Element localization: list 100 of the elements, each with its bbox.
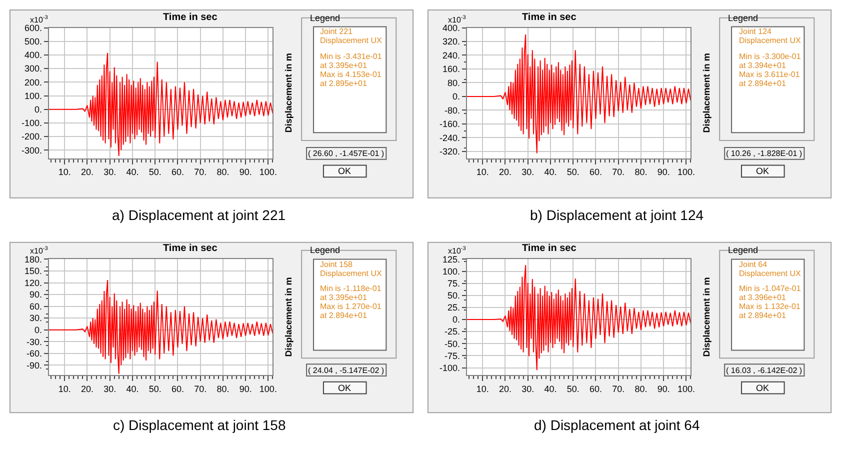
- x-tick-label: 90.: [657, 167, 670, 178]
- y-tick-label: 75.: [447, 278, 460, 288]
- x-tick-label: 80.: [634, 384, 648, 394]
- x-tick-label: 70.: [194, 167, 207, 178]
- y-tick-label: 100.: [24, 90, 42, 101]
- y-tick-label: -80.: [444, 105, 460, 116]
- y-tick-label: -300.: [21, 145, 42, 156]
- y-tick-label: 125.: [442, 254, 460, 264]
- text: Joint 158: [320, 260, 354, 269]
- x-tick-label: 20.: [498, 167, 512, 178]
- x-tick-label: 50.: [148, 167, 162, 178]
- y-tick-label: 200.: [24, 77, 42, 88]
- text: at 2.894e+01: [739, 79, 786, 88]
- text: d) Displacement at joint 64: [534, 417, 700, 433]
- text: OK: [756, 383, 770, 393]
- text: Displacement UX: [739, 269, 802, 278]
- text: at 2.894e+01: [739, 311, 786, 320]
- text: Displacement UX: [320, 269, 382, 278]
- text: c) Displacement at joint 158: [113, 417, 286, 433]
- x-tick-label: 100.: [259, 384, 277, 394]
- text: Max is 1.270e-01: [320, 302, 382, 311]
- y-tick-label: -25.: [444, 326, 460, 337]
- y-tick-label: -60.: [26, 348, 42, 359]
- text: Legend: [728, 245, 758, 255]
- x-tick-label: 100.: [677, 384, 695, 394]
- x-tick-label: 10.: [58, 167, 71, 178]
- y-tick-label: 60.: [29, 301, 42, 312]
- text: at 3.396e+01: [739, 293, 786, 302]
- y-tick-label: 0.: [34, 325, 42, 336]
- x-tick-label: 10.: [476, 384, 489, 394]
- text: OK: [338, 166, 352, 176]
- x-tick-label: 40.: [544, 384, 557, 394]
- y-tick-label: 240.: [442, 50, 460, 60]
- text: OK: [756, 166, 770, 176]
- text: a) Displacement at joint 221: [112, 207, 286, 223]
- text: Displacement UX: [320, 36, 382, 45]
- x-tick-label: 60.: [589, 167, 602, 178]
- text: at 2.895e+01: [320, 79, 368, 88]
- x-tick-label: 80.: [634, 167, 648, 178]
- x-tick-label: 50.: [566, 167, 580, 178]
- line-series: [466, 34, 691, 154]
- y-tick-label: 400.: [24, 50, 42, 60]
- text: b) Displacement at joint 124: [530, 207, 704, 223]
- x-axis-title: Time in sec: [163, 12, 218, 23]
- y-tick-label: 300.: [24, 64, 42, 74]
- x-tick-label: 30.: [522, 167, 534, 178]
- x-tick-label: 40.: [544, 167, 557, 178]
- y-tick-label: 30.: [29, 313, 42, 324]
- y-tick-label: -200.: [21, 132, 42, 142]
- y-tick-label: -75.: [444, 350, 460, 361]
- x-tick-label: 50.: [566, 384, 580, 394]
- y-tick-label: -30.: [26, 336, 42, 347]
- y-tick-label: 0.: [452, 92, 460, 102]
- x-tick-label: 90.: [239, 384, 252, 394]
- text: x10$^{-3}$: [30, 15, 48, 24]
- text: x10$^{-3}$: [448, 246, 466, 256]
- y-tick-label: 100.: [442, 266, 460, 276]
- text: x10$^{-3}$: [448, 15, 466, 24]
- x-tick-label: 40.: [126, 167, 139, 178]
- text: ( 10.26 , -1.828E-01 ): [726, 149, 802, 158]
- x-axis-title: Time in sec: [522, 243, 577, 254]
- y-tick-label: -50.: [444, 338, 460, 349]
- y-tick-label: 80.: [447, 78, 460, 88]
- y-axis-title: Displacement in m: [284, 277, 294, 357]
- text: at 2.894e+01: [320, 311, 368, 320]
- y-tick-label: -240.: [439, 132, 460, 143]
- text: at 3.395e+01: [320, 293, 368, 302]
- y-tick-label: 500.: [24, 36, 42, 47]
- y-tick-label: -160.: [439, 119, 460, 130]
- y-axis-title: Displacement in m: [702, 277, 712, 357]
- x-tick-label: 10.: [58, 384, 71, 394]
- text: x10$^{-3}$: [30, 246, 48, 256]
- text: ( 26.60 , -1.457E-01 ): [308, 149, 384, 158]
- x-tick-label: 70.: [612, 167, 625, 178]
- text: Max is 4.153e-01: [320, 70, 382, 79]
- x-tick-label: 50.: [148, 384, 162, 394]
- text: ( 24.04 , -5.147E-02 ): [308, 366, 384, 375]
- y-tick-label: 25.: [447, 302, 460, 313]
- x-tick-label: 100.: [259, 167, 277, 178]
- x-tick-label: 90.: [239, 167, 252, 178]
- y-axis-title: Displacement in m: [702, 53, 712, 133]
- y-tick-label: 90.: [29, 290, 42, 300]
- y-tick-label: 50.: [447, 290, 460, 301]
- y-tick-label: 400.: [442, 22, 460, 33]
- y-tick-label: -320.: [439, 146, 460, 157]
- x-tick-label: 100.: [677, 167, 695, 178]
- text: Joint 64: [739, 260, 768, 269]
- text: Displacement UX: [739, 36, 802, 45]
- x-tick-label: 10.: [476, 167, 489, 178]
- text: Min is -1.118e-01: [320, 284, 382, 293]
- x-tick-label: 60.: [171, 384, 184, 394]
- text: Joint 221: [320, 27, 354, 36]
- x-tick-label: 20.: [80, 384, 94, 394]
- x-tick-label: 30.: [104, 167, 116, 178]
- text: Min is -1.047e-01: [739, 284, 802, 293]
- y-tick-label: 0.: [34, 104, 42, 115]
- line-series: [48, 52, 273, 157]
- y-tick-label: -90.: [26, 360, 42, 370]
- x-tick-label: 40.: [126, 384, 139, 394]
- text: Legend: [310, 13, 340, 23]
